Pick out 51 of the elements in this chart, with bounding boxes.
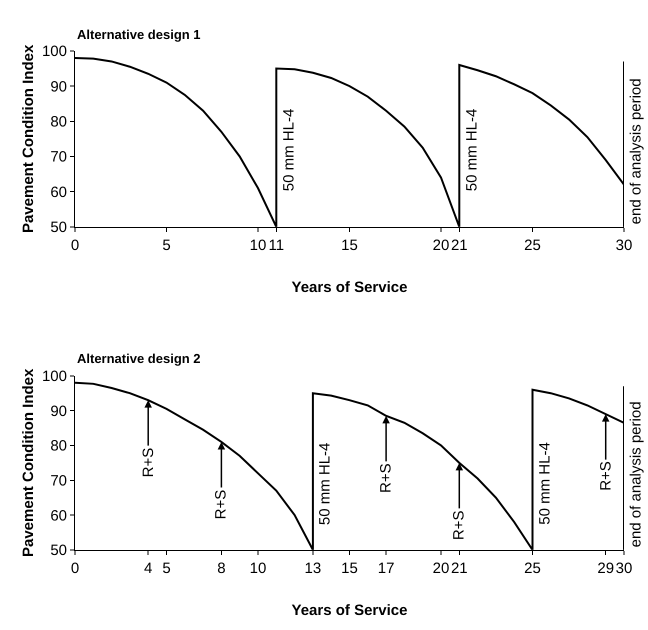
annotation: 50 mm HL-4	[280, 108, 298, 192]
y-axis-title: Pavement Condition Index	[20, 368, 38, 558]
x-tick-label: 30	[616, 560, 632, 577]
x-axis-title: Years of Service	[292, 278, 408, 296]
y-tick-label: 70	[50, 472, 67, 490]
y-tick-label: 60	[50, 507, 67, 524]
y-tick-label: 100	[42, 43, 67, 60]
x-tick-label: 15	[341, 236, 358, 254]
chart-title: Alternative design 1	[77, 27, 201, 42]
x-tick-label: 25	[524, 236, 541, 254]
ref-line-label: end of analysis period	[628, 78, 645, 224]
y-tick-label: 50	[50, 542, 67, 560]
x-tick-label: 5	[162, 236, 171, 254]
x-tick-label: 4	[144, 560, 152, 577]
x-tick-label: 10	[250, 236, 266, 254]
x-tick-label: 21	[450, 560, 468, 577]
x-tick-label: 0	[70, 236, 80, 254]
x-tick-label: 17	[378, 560, 394, 577]
y-tick-label: 50	[50, 219, 67, 236]
x-tick-label: 21	[450, 236, 468, 254]
y-tick-label: 90	[50, 78, 67, 96]
annotation: 50 mm HL-4	[316, 442, 334, 526]
x-tick-label: 30	[616, 236, 632, 254]
y-tick-label: 60	[50, 184, 67, 201]
x-axis-title: Years of Service	[292, 602, 408, 619]
x-tick-label: 0	[70, 560, 80, 577]
chart-title: Alternative design 2	[77, 351, 201, 366]
y-tick-label: 80	[50, 114, 67, 131]
x-tick-label: 20	[432, 560, 450, 577]
annotation: R+S	[140, 448, 158, 478]
annotation: R+S	[450, 510, 468, 540]
x-tick-label: 25	[524, 560, 541, 577]
annotation: R+S	[598, 461, 615, 491]
annotation: 50 mm HL-4	[463, 108, 480, 192]
y-tick-label: 100	[42, 368, 67, 386]
x-tick-label: 20	[432, 236, 450, 254]
x-tick-label: 13	[304, 560, 322, 577]
x-tick-label: 8	[217, 560, 226, 577]
y-tick-label: 70	[50, 148, 67, 166]
x-tick-label: 29	[597, 560, 614, 577]
annotation: R+S	[212, 490, 230, 520]
y-tick-label: 90	[50, 402, 67, 420]
y-axis-title: Pavement Condition Index	[20, 44, 38, 234]
x-tick-label: 11	[268, 236, 284, 254]
x-tick-label: 10	[250, 560, 266, 577]
annotation: R+S	[377, 463, 394, 493]
annotation: 50 mm HL-4	[536, 442, 554, 525]
y-tick-label: 80	[50, 438, 67, 455]
x-tick-label: 5	[162, 560, 171, 577]
x-tick-label: 15	[341, 560, 358, 577]
ref-line-label: end of analysis period	[628, 401, 645, 548]
